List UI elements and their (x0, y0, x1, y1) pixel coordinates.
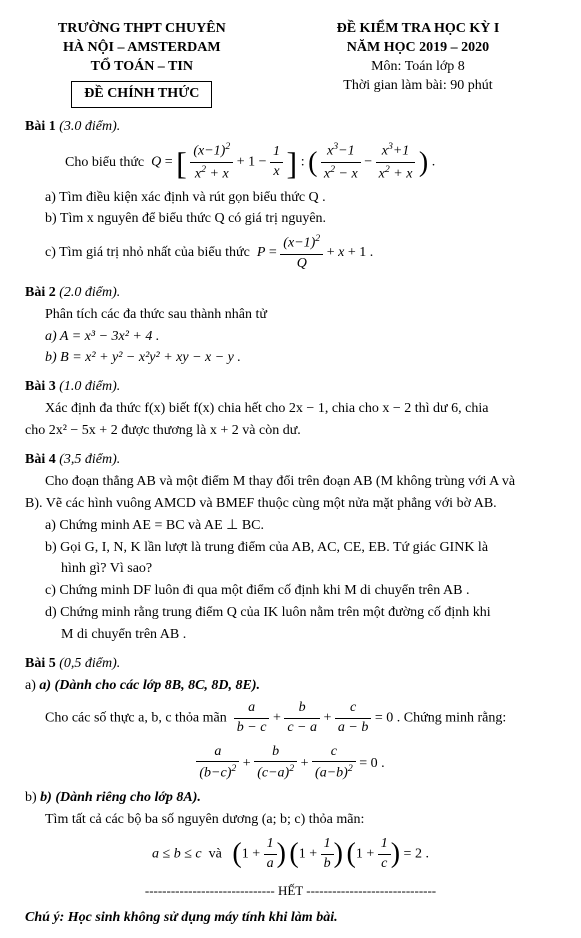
school-name-1: TRƯỜNG THPT CHUYÊN (25, 20, 259, 39)
bai2-title: Bài 2 (2.0 điểm). (25, 284, 556, 303)
bai4-pts: (3,5 điểm). (59, 452, 120, 467)
header-right: ĐỀ KIỂM TRA HỌC KỲ I NĂM HỌC 2019 – 2020… (280, 20, 556, 108)
bai5-a-l1b: = 0 . Chứng minh rằng: (375, 710, 506, 725)
bai5-a-title-text: a) (Dành cho các lớp 8B, 8C, 8D, 8E). (39, 678, 260, 693)
bai1-title: Bài 1 (3.0 điểm). (25, 118, 556, 137)
bai5-pts: (0,5 điểm). (59, 656, 120, 671)
header-left: TRƯỜNG THPT CHUYÊN HÀ NỘI – AMSTERDAM TỔ… (25, 20, 259, 108)
duration: Thời gian làm bài: 90 phút (280, 77, 556, 96)
bai5-b-eq: a ≤ b ≤ c và (1 + 1a) (1 + 1b) (1 + 1c) … (25, 835, 556, 874)
bai2-a: a) A = x³ − 3x² + 4 . (25, 328, 556, 347)
bai3-l1: Xác định đa thức f(x) biết f(x) chia hết… (25, 400, 556, 419)
exam-header: TRƯỜNG THPT CHUYÊN HÀ NỘI – AMSTERDAM TỔ… (25, 20, 556, 108)
bai4-l2: B). Vẽ các hình vuông AMCD và BMEF thuộc… (25, 495, 556, 514)
bai5-a-l1: Cho các số thực a, b, c thỏa mãn ab − c … (25, 699, 556, 738)
bai4-a: a) Chứng minh AE = BC và AE ⊥ BC. (25, 517, 556, 536)
end-line: ------------------------------ HẾT -----… (25, 882, 556, 900)
bai2-label: Bài 2 (25, 285, 56, 300)
bai4-b1: b) Gọi G, I, N, K lần lượt là trung điểm… (25, 539, 556, 558)
subject: Môn: Toán lớp 8 (280, 58, 556, 77)
bai2-pts: (2.0 điểm). (59, 285, 120, 300)
bai4-b2: hình gì? Vì sao? (25, 560, 556, 579)
bai5-b-l1: Tìm tất cả các bộ ba số nguyên dương (a;… (25, 811, 556, 830)
bai5-a-l1a: Cho các số thực a, b, c thỏa mãn (45, 710, 227, 725)
bai1-c: c) Tìm giá trị nhỏ nhất của biểu thức P … (25, 232, 556, 273)
footnote: Chú ý: Học sinh không sử dụng máy tính k… (25, 909, 556, 928)
bai5-b-title-text: b) (Dành riêng cho lớp 8A). (40, 790, 201, 805)
bai4-label: Bài 4 (25, 452, 56, 467)
official-label: ĐỀ CHÍNH THỨC (71, 81, 212, 108)
bai3-pts: (1.0 điểm). (59, 379, 120, 394)
bai4-title: Bài 4 (3,5 điểm). (25, 451, 556, 470)
bai1-expression: Cho biểu thức Q = [ (x−1)2x2 + x + 1 − 1… (45, 140, 556, 184)
school-name-2: HÀ NỘI – AMSTERDAM (25, 39, 259, 58)
bai5-title: Bài 5 (0,5 điểm). (25, 655, 556, 674)
bai1-c-text: c) Tìm giá trị nhỏ nhất của biểu thức (45, 245, 250, 260)
bai4-d2: M di chuyển trên AB . (25, 626, 556, 645)
bai1-intro: Cho biểu thức (45, 155, 144, 170)
exam-title: ĐỀ KIỂM TRA HỌC KỲ I (280, 20, 556, 39)
bai5-label: Bài 5 (25, 656, 56, 671)
bai3-l2: cho 2x² − 5x + 2 được thương là x + 2 và… (25, 422, 556, 441)
bai4-l1: Cho đoạn thẳng AB và một điểm M thay đổi… (25, 473, 556, 492)
bai3-title: Bài 3 (1.0 điểm). (25, 378, 556, 397)
bai5-b-title: b) b) (Dành riêng cho lớp 8A). (25, 789, 556, 808)
bai1-b: b) Tìm x nguyên để biểu thức Q có giá tr… (25, 210, 556, 229)
bai1-label: Bài 1 (25, 119, 56, 134)
bai4-c: c) Chứng minh DF luôn đi qua một điểm cố… (25, 582, 556, 601)
bai5-a-title: a) a) (Dành cho các lớp 8B, 8C, 8D, 8E). (25, 677, 556, 696)
bai3-label: Bài 3 (25, 379, 56, 394)
bai2-intro: Phân tích các đa thức sau thành nhân tử (25, 306, 556, 325)
bai5-a-eq: a(b−c)2 + b(c−a)2 + c(a−b)2 = 0 . (25, 743, 556, 784)
bai1-a: a) Tìm điều kiện xác định và rút gọn biể… (25, 189, 556, 208)
bai1-pts: (3.0 điểm). (59, 119, 120, 134)
bai4-d1: d) Chứng minh rằng trung điểm Q của IK l… (25, 604, 556, 623)
bai2-b: b) B = x² + y² − x²y² + xy − x − y . (25, 349, 556, 368)
school-year: NĂM HỌC 2019 – 2020 (280, 39, 556, 58)
team: TỔ TOÁN – TIN (25, 58, 259, 77)
